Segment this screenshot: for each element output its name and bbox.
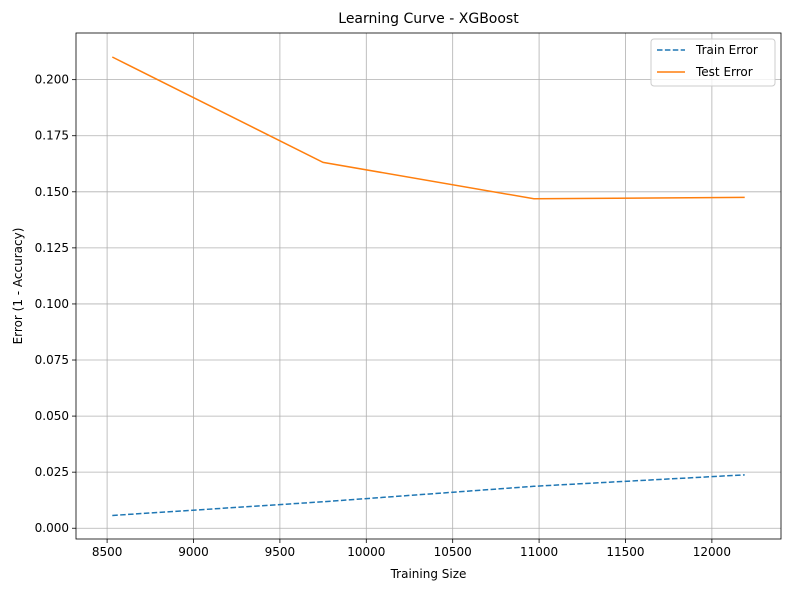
grid: [76, 33, 781, 539]
x-tick-label: 10500: [434, 545, 472, 559]
y-tick-label: 0.125: [35, 241, 69, 255]
x-tick-label: 9500: [265, 545, 296, 559]
plot-frame: [75, 32, 782, 540]
y-tick-label: 0.075: [35, 353, 69, 367]
x-tick-label: 8500: [92, 545, 123, 559]
chart-title: Learning Curve - XGBoost: [338, 11, 519, 27]
y-axis-ticks: 0.000 0.025 0.050 0.075 0.100 0.125 0.150 0.175…: [35, 73, 76, 535]
x-tick-label: 11500: [606, 545, 644, 559]
x-axis-label: Training Size: [390, 567, 467, 581]
y-tick-label: 0.200: [35, 73, 69, 87]
x-tick-label: 12000: [693, 545, 731, 559]
x-tick-label: 9000: [178, 545, 209, 559]
series-lines: [111, 56, 745, 517]
legend-label-train-error: Train Error: [695, 43, 758, 57]
x-axis-ticks: 8500 9000 9500 10000 10500 11000 11500 12000: [92, 539, 731, 559]
series-line-test-error: [111, 56, 745, 200]
x-tick-label: 10000: [347, 545, 385, 559]
y-axis-label: Error (1 - Accuracy): [11, 228, 25, 345]
series-line-train-error: [112, 474, 745, 517]
y-tick-label: 0.175: [35, 129, 69, 143]
legend-label-test-error: Test Error: [695, 65, 753, 79]
y-tick-label: 0.150: [35, 185, 69, 199]
y-tick-label: 0.050: [35, 409, 69, 423]
y-tick-label: 0.000: [35, 521, 69, 535]
y-tick-label: 0.100: [35, 297, 69, 311]
y-tick-label: 0.025: [35, 465, 69, 479]
legend: Train Error Test Error: [650, 38, 776, 87]
x-tick-label: 11000: [520, 545, 558, 559]
